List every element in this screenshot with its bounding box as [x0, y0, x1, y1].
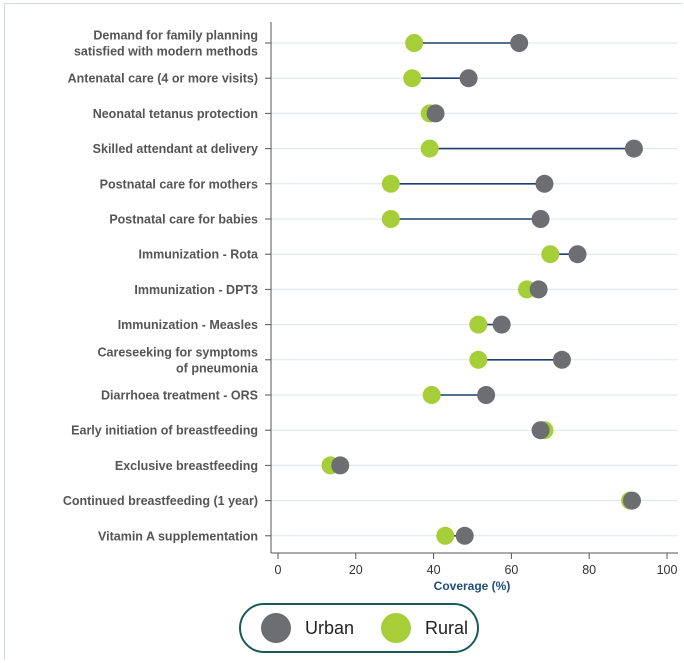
- rural-point-10: [422, 386, 441, 404]
- rural-point-5: [381, 210, 400, 228]
- category-labels: Demand for family planning satisfied with…: [63, 29, 259, 544]
- legend-swatch-urban: [261, 613, 291, 643]
- legend-swatch-rural: [381, 613, 411, 643]
- category-label-5: Postnatal care for babies: [109, 213, 258, 227]
- urban-point-0: [510, 34, 529, 52]
- category-label-1: Antenatal care (4 or more visits): [68, 72, 258, 86]
- category-label-2: Neonatal tetanus protection: [93, 107, 258, 121]
- urban-point-13: [622, 491, 641, 510]
- x-tick-label-40: 40: [427, 563, 441, 577]
- category-label-10: Diarrhoea treatment - ORS: [101, 389, 258, 403]
- category-label-13: Continued breastfeeding (1 year): [63, 494, 258, 508]
- urban-point-10: [477, 386, 496, 404]
- urban-point-3: [624, 139, 643, 158]
- rural-point-3: [420, 139, 439, 158]
- rural-point-6: [541, 245, 560, 264]
- urban-point-12: [331, 456, 350, 475]
- rural-point-8: [469, 315, 488, 334]
- x-tick-label-100: 100: [657, 563, 678, 577]
- x-tick-label-60: 60: [504, 563, 518, 577]
- x-tick-label-80: 80: [582, 563, 596, 577]
- data-points: [321, 34, 643, 545]
- category-label-12: Exclusive breastfeeding: [115, 459, 258, 473]
- chart-frame: [4, 3, 682, 660]
- category-label-4: Postnatal care for mothers: [100, 177, 258, 191]
- rural-point-4: [381, 174, 400, 193]
- urban-point-5: [531, 210, 550, 228]
- urban-point-7: [529, 280, 548, 299]
- rural-point-14: [436, 526, 455, 545]
- urban-point-2: [426, 104, 445, 123]
- rural-point-9: [469, 350, 488, 369]
- category-label-14: Vitamin A supplementation: [98, 529, 258, 543]
- legend-item-urban: Urban: [261, 605, 354, 651]
- urban-point-9: [552, 350, 571, 369]
- urban-point-14: [455, 526, 474, 545]
- legend: Urban Rural: [239, 603, 479, 653]
- urban-point-6: [568, 245, 587, 264]
- category-label-3: Skilled attendant at delivery: [93, 142, 258, 156]
- urban-point-4: [535, 174, 554, 193]
- rural-point-1: [403, 69, 422, 88]
- category-label-0: Demand for family planning satisfied with…: [74, 29, 258, 59]
- category-label-6: Immunization - Rota: [139, 248, 259, 262]
- category-label-11: Early initiation of breastfeeding: [71, 424, 258, 438]
- category-label-7: Immunization - DPT3: [134, 283, 258, 297]
- legend-item-rural: Rural: [381, 605, 468, 651]
- axes: 0 20 40 60 80 100: [265, 22, 678, 577]
- urban-point-1: [459, 69, 478, 88]
- x-tick-label-20: 20: [349, 563, 363, 577]
- urban-point-8: [492, 315, 511, 334]
- x-tick-label-0: 0: [275, 563, 282, 577]
- urban-point-11: [531, 421, 550, 440]
- legend-label-rural: Rural: [425, 617, 469, 638]
- legend-label-urban: Urban: [305, 617, 355, 638]
- category-label-8: Immunization - Measles: [118, 318, 258, 332]
- category-label-9: Careseeking for symptoms of pneumonia: [98, 345, 260, 375]
- x-axis-title: Coverage (%): [434, 579, 511, 593]
- rural-point-0: [405, 34, 424, 52]
